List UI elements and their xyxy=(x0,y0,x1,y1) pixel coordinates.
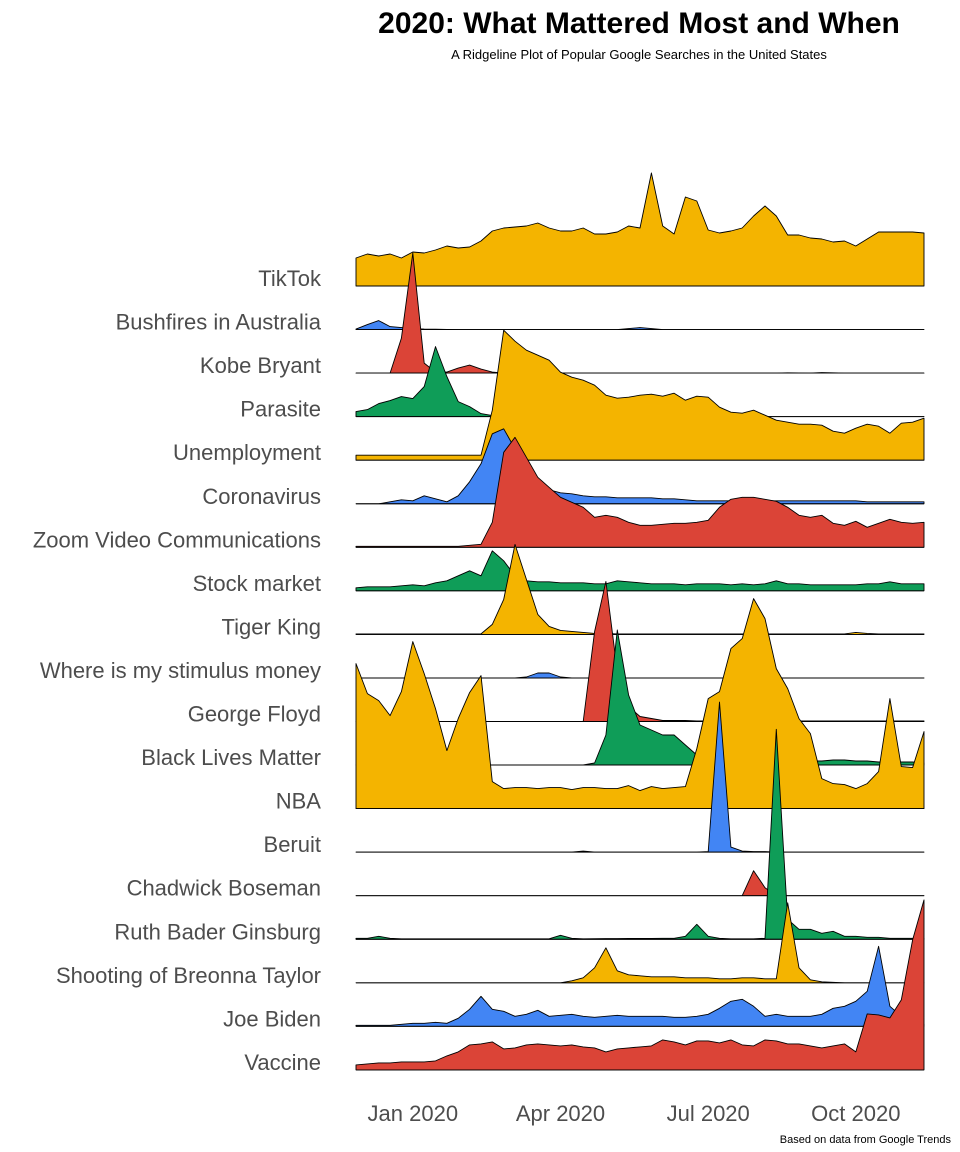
y-label-bushfires-in-australia: Bushfires in Australia xyxy=(116,310,322,335)
y-label-coronavirus: Coronavirus xyxy=(202,484,321,509)
chart-title: 2020: What Mattered Most and When xyxy=(378,7,900,40)
x-tick-jul-2020: Jul 2020 xyxy=(667,1101,750,1126)
ridge-area-vaccine xyxy=(355,899,925,1071)
ridge-area-joe-biden xyxy=(355,945,925,1027)
y-label-where-is-my-stimulus-money: Where is my stimulus money xyxy=(40,658,321,683)
y-label-joe-biden: Joe Biden xyxy=(223,1006,321,1031)
chart-caption: Based on data from Google Trends xyxy=(780,1134,952,1146)
y-label-black-lives-matter: Black Lives Matter xyxy=(141,745,321,770)
ridge-vaccine xyxy=(355,899,925,1071)
y-label-shooting-of-breonna-taylor: Shooting of Breonna Taylor xyxy=(56,963,321,988)
ridges xyxy=(355,172,925,1071)
y-label-george-floyd: George Floyd xyxy=(188,702,321,727)
ridge-area-bushfires-in-australia xyxy=(355,320,925,331)
y-label-chadwick-boseman: Chadwick Boseman xyxy=(127,876,321,901)
ridge-kobe-bryant xyxy=(355,252,925,374)
ridge-area-chadwick-boseman xyxy=(355,870,925,897)
ridge-joe-biden xyxy=(355,945,925,1027)
ridge-chadwick-boseman xyxy=(355,870,925,897)
ridge-unemployment xyxy=(355,329,925,461)
ridge-nba xyxy=(355,598,925,810)
ridge-area-where-is-my-stimulus-money xyxy=(355,672,925,679)
y-label-unemployment: Unemployment xyxy=(173,440,321,465)
ridge-stock-market xyxy=(355,550,925,592)
ridge-area-shooting-of-breonna-taylor xyxy=(355,902,925,984)
chart-subtitle: A Ridgeline Plot of Popular Google Searc… xyxy=(451,47,827,62)
y-label-parasite: Parasite xyxy=(240,397,321,422)
ridge-area-tiger-king xyxy=(355,543,925,635)
y-label-tiger-king: Tiger King xyxy=(222,614,321,639)
y-label-ruth-bader-ginsburg: Ruth Bader Ginsburg xyxy=(114,919,321,944)
ridge-area-george-floyd xyxy=(355,581,925,722)
ridge-shooting-of-breonna-taylor xyxy=(355,902,925,984)
ridge-area-unemployment xyxy=(355,329,925,461)
ridge-tiger-king xyxy=(355,543,925,635)
ridge-george-floyd xyxy=(355,581,925,722)
ridge-bushfires-in-australia xyxy=(355,320,925,331)
x-tick-jan-2020: Jan 2020 xyxy=(368,1101,459,1126)
ridge-where-is-my-stimulus-money xyxy=(355,672,925,679)
y-label-vaccine: Vaccine xyxy=(244,1050,321,1075)
y-label-nba: NBA xyxy=(276,789,322,814)
y-axis-labels: TikTok Bushfires in Australia Kobe Bryant P… xyxy=(33,266,322,1075)
x-tick-apr-2020: Apr 2020 xyxy=(516,1101,605,1126)
ridge-area-zoom-video-communications xyxy=(355,436,925,548)
y-label-kobe-bryant: Kobe Bryant xyxy=(200,353,321,378)
y-label-stock-market: Stock market xyxy=(193,571,321,596)
ridge-zoom-video-communications xyxy=(355,436,925,548)
x-tick-oct-2020: Oct 2020 xyxy=(811,1101,900,1126)
y-label-zoom-video-communications: Zoom Video Communications xyxy=(33,527,321,552)
y-label-tiktok: TikTok xyxy=(258,266,322,291)
x-axis-labels: Jan 2020 Apr 2020 Jul 2020 Oct 2020 xyxy=(368,1101,901,1126)
ridge-area-tiktok xyxy=(355,172,925,287)
y-label-beruit: Beruit xyxy=(264,832,321,857)
ridge-area-nba xyxy=(355,598,925,810)
ridge-ruth-bader-ginsburg xyxy=(355,728,925,940)
ridge-area-stock-market xyxy=(355,550,925,592)
ridge-tiktok xyxy=(355,172,925,287)
ridge-beruit xyxy=(355,701,925,853)
